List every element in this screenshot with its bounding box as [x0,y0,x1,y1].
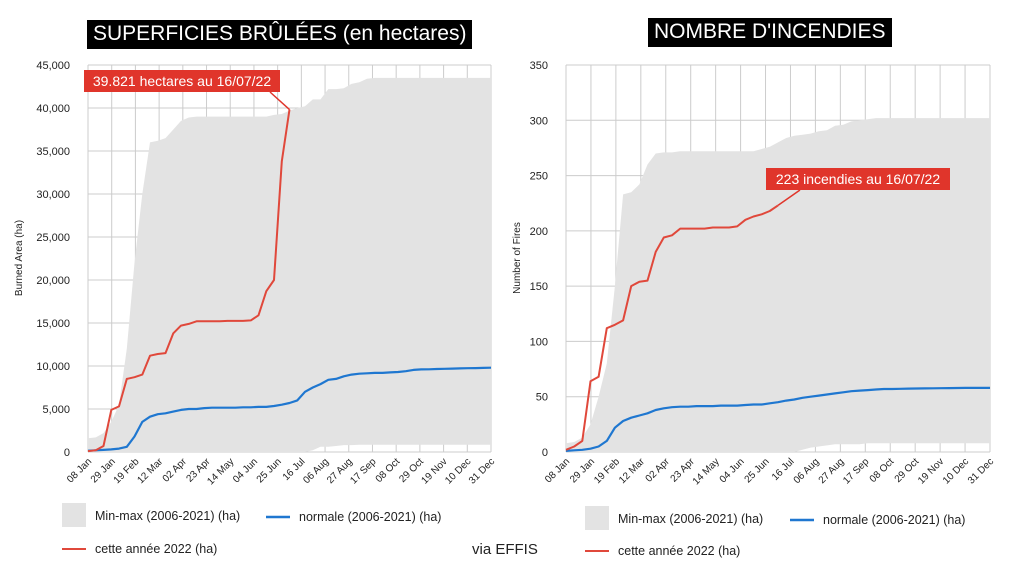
legend-swatch-range [62,503,86,527]
y-tick-label: 20,000 [36,275,70,287]
x-tick-label: 08 Jan [65,456,94,485]
series-range-area [566,118,990,452]
x-tick-label: 02 Apr [644,456,673,485]
x-tick-label: 02 Apr [161,456,190,485]
series-line-normal [87,366,492,452]
x-tick-label: 14 May [691,456,722,487]
y-tick-label: 15,000 [36,318,70,330]
x-tick-label: 31 Dec [966,456,996,486]
annotation-label: 39.821 hectares au 16/07/22 [93,73,271,89]
x-tick-label: 04 Jun [231,456,260,485]
y-tick-label: 200 [530,226,548,238]
x-tick-label: 17 Sep [841,456,871,486]
legend-label-2022: cette année 2022 (ha) [618,544,740,558]
x-tick-label: 31 Dec [467,456,497,486]
y-tick-label: 150 [530,281,548,293]
y-axis-label: Burned Area (ha) [14,220,25,296]
y-tick-label: 45,000 [36,60,70,72]
annotation-leader [777,189,801,207]
series-line-2022 [565,204,779,451]
y-tick-label: 30,000 [36,189,70,201]
legend-label-range: Min-max (2006-2021) (ha) [95,509,240,523]
x-tick-label: 29 Jan [568,456,597,485]
x-tick-label: 12 Mar [617,456,647,486]
y-tick-label: 35,000 [36,146,70,158]
annotation-leader [269,91,291,111]
legend-swatch-range [585,506,609,530]
x-tick-label: 17 Sep [348,456,378,486]
chart-title-fire-count: NOMBRE D'INCENDIES [648,18,892,47]
series-line-normal [565,386,990,452]
y-tick-label: 100 [530,336,548,348]
x-tick-label: 19 Feb [592,456,622,486]
legend-label-range: Min-max (2006-2021) (ha) [618,512,763,526]
annotation-label: 223 incendies au 16/07/22 [776,171,940,187]
legend-label-2022: cette année 2022 (ha) [95,542,217,556]
y-tick-label: 0 [542,447,548,459]
x-tick-label: 27 Aug [817,456,847,486]
annotation-box [766,168,950,190]
y-tick-label: 300 [530,115,548,127]
legend-label-normal: normale (2006-2021) (ha) [299,510,441,524]
x-tick-label: 19 Nov [916,456,946,486]
y-tick-label: 25,000 [36,232,70,244]
x-tick-label: 04 Jun [718,456,747,485]
y-tick-label: 250 [530,171,548,183]
series-line-2022 [87,109,291,453]
chart-title-burned-area: SUPERFICIES BRÛLÉES (en hectares) [87,20,473,49]
y-axis-label: Number of Fires [512,222,523,294]
series-range-area [88,77,491,453]
legend-label-normal: normale (2006-2021) (ha) [823,513,965,527]
source-label: via EFFIS [472,541,538,558]
x-tick-label: 25 Jun [255,456,284,485]
x-tick-label: 10 Dec [941,456,971,486]
y-tick-label: 10,000 [36,361,70,373]
x-tick-label: 08 Jan [543,456,572,485]
x-tick-label: 06 Aug [792,456,822,486]
x-tick-label: 08 Oct [868,456,897,485]
x-tick-label: 12 Mar [135,456,165,486]
annotation-box [84,70,280,92]
x-tick-label: 08 Oct [374,456,403,485]
x-tick-label: 25 Jun [743,456,772,485]
x-tick-label: 14 May [205,456,236,487]
chart-panel-1: 0 5,000 10,000 15,000 20,000 25,000 30,000 35,0… [14,60,497,556]
y-tick-label: 50 [536,392,548,404]
y-tick-label: 5,000 [42,404,70,416]
y-tick-label: 350 [530,60,548,72]
y-tick-label: 0 [64,447,70,459]
y-tick-label: 40,000 [36,103,70,115]
x-tick-label: 06 Aug [301,456,331,486]
